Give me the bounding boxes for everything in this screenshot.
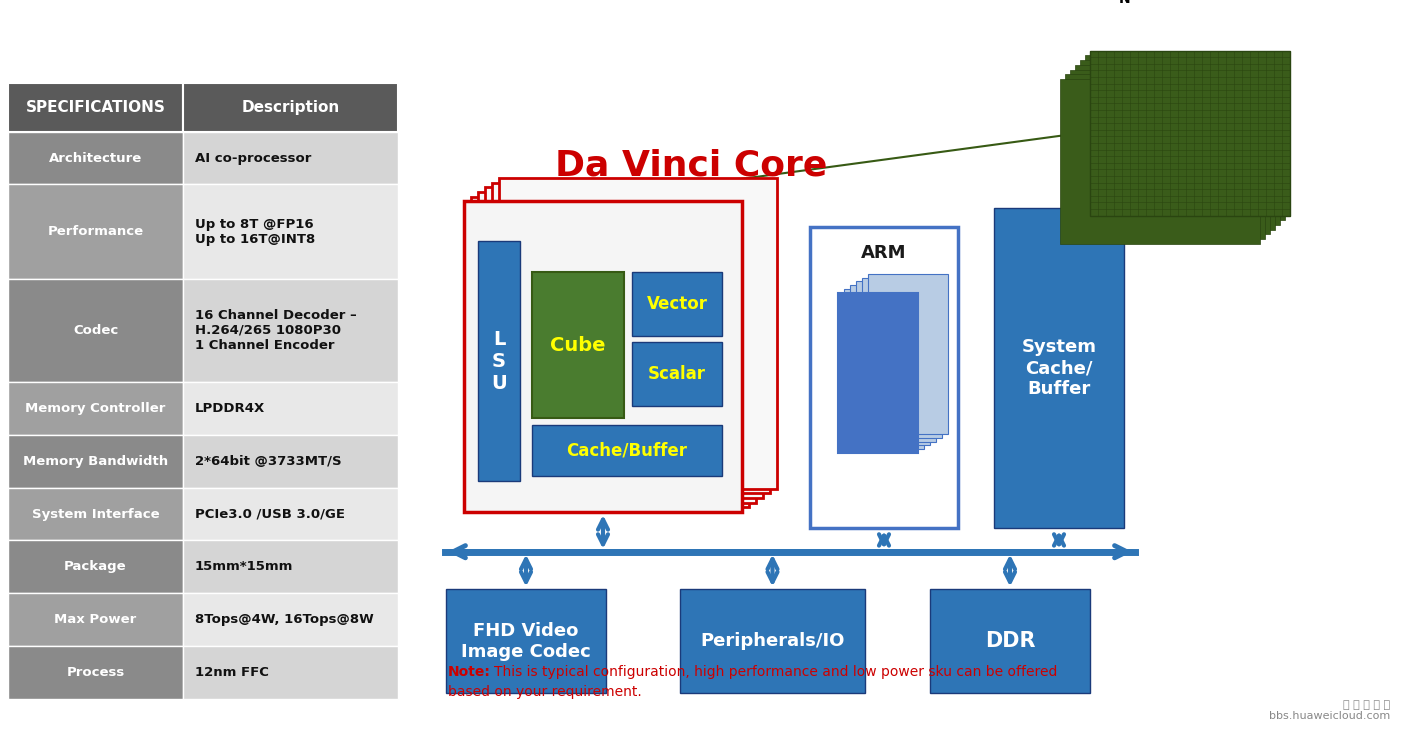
Text: Up to 8T @FP16
Up to 16T@INT8: Up to 8T @FP16 Up to 16T@INT8: [195, 218, 315, 245]
FancyBboxPatch shape: [533, 272, 625, 418]
FancyBboxPatch shape: [184, 185, 398, 279]
Text: 华 为 云 社 区
bbs.huaweicloud.com: 华 为 云 社 区 bbs.huaweicloud.com: [1269, 700, 1390, 721]
Text: 15mm*15mm: 15mm*15mm: [195, 560, 294, 574]
Text: Memory Bandwidth: Memory Bandwidth: [23, 455, 168, 468]
FancyBboxPatch shape: [810, 227, 958, 528]
FancyBboxPatch shape: [184, 132, 398, 185]
Text: Cache/Buffer: Cache/Buffer: [567, 442, 688, 459]
Text: 8Tops@4W, 16Tops@8W: 8Tops@4W, 16Tops@8W: [195, 613, 374, 626]
FancyBboxPatch shape: [1060, 79, 1260, 244]
FancyBboxPatch shape: [632, 342, 722, 406]
Text: Note:: Note:: [448, 665, 490, 679]
FancyBboxPatch shape: [8, 593, 184, 646]
FancyBboxPatch shape: [8, 488, 184, 540]
FancyBboxPatch shape: [8, 646, 184, 699]
Text: Architecture: Architecture: [49, 152, 143, 165]
Text: DDR: DDR: [985, 631, 1036, 651]
Text: This is typical configuration, high performance and low power sku can be offered: This is typical configuration, high perf…: [495, 665, 1057, 679]
Text: 16 Channel Decoder –
H.264/265 1080P30
1 Channel Encoder: 16 Channel Decoder – H.264/265 1080P30 1…: [195, 309, 356, 352]
Text: Description: Description: [242, 100, 339, 115]
Text: Process: Process: [66, 665, 124, 679]
Text: AI co-processor: AI co-processor: [195, 152, 311, 165]
Text: Cube: Cube: [550, 336, 606, 354]
Text: N: N: [1119, 0, 1130, 6]
Text: Performance: Performance: [48, 225, 144, 238]
FancyBboxPatch shape: [184, 435, 398, 488]
FancyBboxPatch shape: [844, 289, 924, 449]
FancyBboxPatch shape: [8, 279, 184, 382]
FancyBboxPatch shape: [851, 285, 930, 445]
FancyBboxPatch shape: [485, 187, 763, 498]
Text: 12nm FFC: 12nm FFC: [195, 665, 268, 679]
FancyBboxPatch shape: [447, 589, 606, 693]
Text: LPDDR4X: LPDDR4X: [195, 402, 266, 415]
FancyBboxPatch shape: [184, 83, 398, 132]
Text: SPECIFICATIONS: SPECIFICATIONS: [25, 100, 165, 115]
Text: based on your requirement.: based on your requirement.: [448, 685, 642, 700]
Text: Da Vinci Core: Da Vinci Core: [555, 149, 828, 182]
FancyBboxPatch shape: [184, 279, 398, 382]
FancyBboxPatch shape: [1080, 60, 1280, 225]
FancyBboxPatch shape: [930, 589, 1089, 693]
Text: Package: Package: [64, 560, 127, 574]
FancyBboxPatch shape: [8, 132, 184, 185]
Text: Scalar: Scalar: [649, 365, 706, 383]
Text: Vector: Vector: [647, 295, 708, 313]
Text: Peripherals/IO: Peripherals/IO: [701, 632, 845, 650]
FancyBboxPatch shape: [993, 208, 1123, 528]
FancyBboxPatch shape: [8, 185, 184, 279]
FancyBboxPatch shape: [184, 540, 398, 593]
FancyBboxPatch shape: [184, 593, 398, 646]
Text: Codec: Codec: [73, 324, 119, 337]
FancyBboxPatch shape: [533, 425, 722, 476]
Text: PCIe3.0 /USB 3.0/GE: PCIe3.0 /USB 3.0/GE: [195, 508, 345, 520]
Text: Memory Controller: Memory Controller: [25, 402, 165, 415]
FancyBboxPatch shape: [1089, 50, 1290, 216]
Text: FHD Video
Image Codec: FHD Video Image Codec: [461, 622, 591, 660]
FancyBboxPatch shape: [1070, 70, 1270, 234]
FancyBboxPatch shape: [478, 192, 756, 502]
FancyBboxPatch shape: [862, 278, 942, 438]
FancyBboxPatch shape: [184, 646, 398, 699]
FancyBboxPatch shape: [856, 282, 935, 442]
FancyBboxPatch shape: [632, 272, 722, 336]
Text: 2*64bit @3733MT/S: 2*64bit @3733MT/S: [195, 455, 342, 468]
FancyBboxPatch shape: [1075, 65, 1275, 230]
FancyBboxPatch shape: [184, 382, 398, 435]
FancyBboxPatch shape: [463, 202, 742, 512]
FancyBboxPatch shape: [1085, 56, 1284, 220]
FancyBboxPatch shape: [492, 182, 770, 494]
FancyBboxPatch shape: [8, 540, 184, 593]
Text: System Interface: System Interface: [31, 508, 160, 520]
FancyBboxPatch shape: [499, 178, 777, 488]
FancyBboxPatch shape: [471, 196, 749, 508]
FancyBboxPatch shape: [1065, 74, 1265, 239]
FancyBboxPatch shape: [838, 293, 918, 453]
Text: System
Cache/
Buffer: System Cache/ Buffer: [1022, 339, 1096, 398]
FancyBboxPatch shape: [680, 589, 865, 693]
FancyBboxPatch shape: [868, 274, 948, 434]
FancyBboxPatch shape: [8, 382, 184, 435]
Text: L
S
U: L S U: [492, 330, 507, 393]
Text: ARM: ARM: [862, 245, 907, 262]
Text: Max Power: Max Power: [54, 613, 137, 626]
FancyBboxPatch shape: [184, 488, 398, 540]
FancyBboxPatch shape: [8, 435, 184, 488]
FancyBboxPatch shape: [8, 83, 184, 132]
FancyBboxPatch shape: [478, 241, 520, 481]
